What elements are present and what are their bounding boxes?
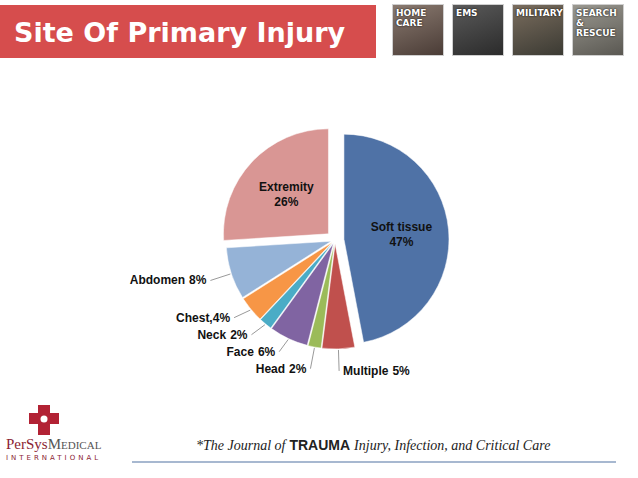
- photo: HOME CARE: [392, 4, 444, 56]
- slice: [344, 134, 449, 342]
- title: Site Of Primary Injury: [14, 17, 346, 48]
- slice-category: Multiple: [343, 364, 389, 378]
- logo: PerSysMedical INTERNATIONAL: [6, 436, 136, 462]
- slice: [223, 129, 328, 241]
- photo-label: SEARCH & RESCUE: [576, 8, 620, 38]
- title-banner: [0, 5, 376, 58]
- slice-value: 47%: [389, 235, 413, 249]
- slice-value: 6%: [258, 345, 276, 359]
- logo-icon: [29, 405, 59, 435]
- slice-label: Head 2%: [256, 362, 307, 376]
- source-emphasis: TRAUMA: [289, 437, 350, 453]
- slice-value: 4%: [213, 311, 231, 325]
- leader-line: [338, 350, 340, 371]
- source-prefix: *The Journal of: [196, 438, 285, 453]
- slice-category: Chest,: [176, 311, 213, 325]
- footer-rule: [132, 461, 616, 463]
- logo-tagline: INTERNATIONAL: [6, 454, 136, 462]
- photo-label: HOME CARE: [396, 8, 440, 28]
- slice-label: Multiple5%: [343, 364, 410, 378]
- pie: [223, 129, 449, 349]
- slice-category: Neck: [197, 328, 226, 342]
- slice-label: Neck 2%: [197, 328, 247, 342]
- slice-label: Extremity: [259, 180, 314, 194]
- slice-value: 5%: [392, 364, 410, 378]
- slice-value: 8%: [189, 273, 207, 287]
- source-note: *The Journal of TRAUMA Injury, Infection, …: [196, 437, 554, 454]
- leader-line: [234, 310, 250, 318]
- photo-label: EMS: [456, 8, 500, 18]
- leader-line: [210, 274, 230, 280]
- slice-label: Chest,4%: [176, 311, 230, 325]
- logo-name: Medical: [48, 436, 102, 452]
- photo: EMS: [452, 4, 504, 56]
- slide: Site Of Primary Injury Soft tissue47% Extr…: [0, 0, 638, 478]
- slice-category: Abdomen: [130, 273, 185, 287]
- slice-value: 2%: [289, 362, 307, 376]
- slice-label: Soft tissue: [371, 220, 433, 234]
- photo: SEARCH & RESCUE: [572, 4, 624, 56]
- photo-label: MILITARY: [516, 8, 560, 18]
- slice-category: Face: [227, 345, 255, 359]
- leader-line: [279, 340, 288, 352]
- slice: [226, 241, 331, 297]
- leader-line: [310, 348, 314, 369]
- photo: MILITARY: [512, 4, 564, 56]
- source-suffix: Injury, Infection, and Critical Care: [354, 438, 550, 453]
- leader-line: [251, 325, 264, 335]
- slice-value: 26%: [274, 195, 298, 209]
- slice-label: Abdomen 8%: [130, 273, 207, 287]
- logo-name: PerSys: [6, 436, 48, 452]
- slice-value: 2%: [230, 328, 248, 342]
- slice-label: Face6%: [227, 345, 276, 359]
- labels: Soft tissue47% Extremity26% Multiple5% Head…: [130, 180, 433, 378]
- slice-category: Head: [256, 362, 285, 376]
